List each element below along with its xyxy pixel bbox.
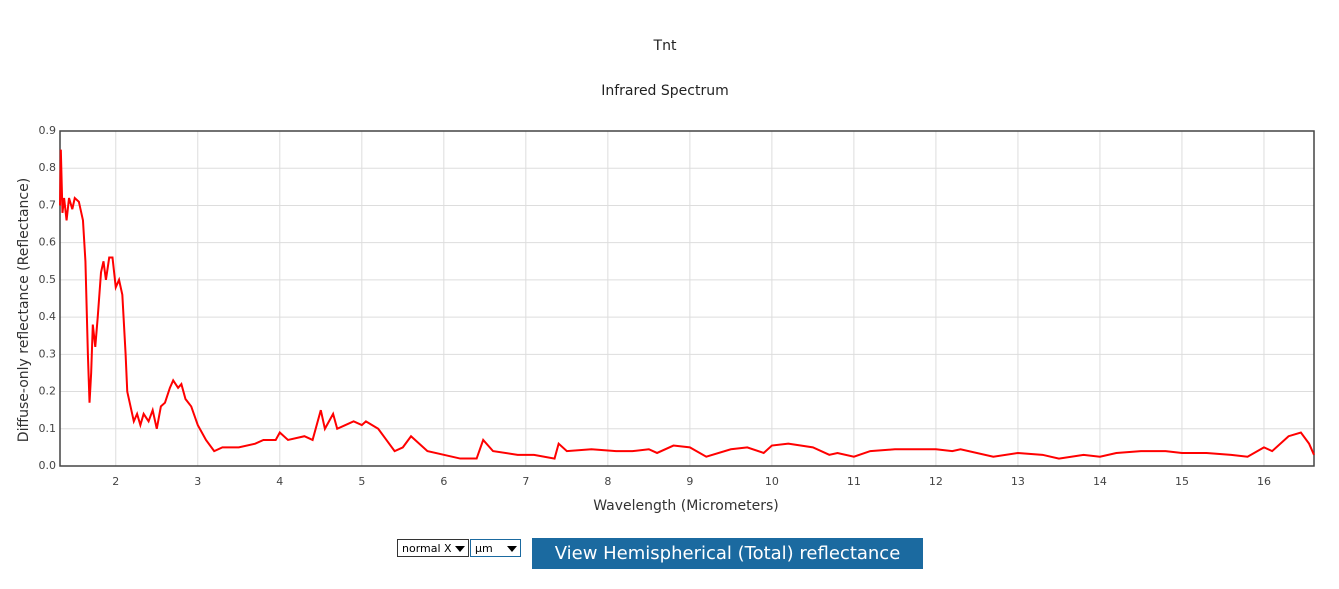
y-tick-label: 0.8 bbox=[39, 161, 57, 174]
hemispherical-button[interactable]: View Hemispherical (Total) reflectance bbox=[532, 538, 923, 569]
x-tick-label: 8 bbox=[604, 475, 611, 488]
y-tick-label: 0.4 bbox=[39, 310, 57, 323]
spectrum-line bbox=[59, 149, 1315, 460]
unit-select[interactable]: µm bbox=[470, 539, 521, 557]
x-tick-label: 9 bbox=[686, 475, 693, 488]
y-tick-label: 0.1 bbox=[39, 422, 57, 435]
unit-text: µm bbox=[475, 542, 493, 555]
x-tick-label: 5 bbox=[358, 475, 365, 488]
x-tick-label: 7 bbox=[522, 475, 529, 488]
x-mode-select[interactable]: normal X bbox=[397, 539, 469, 557]
y-tick-label: 0.6 bbox=[39, 236, 57, 249]
x-tick-label: 13 bbox=[1011, 475, 1025, 488]
x-tick-label: 15 bbox=[1175, 475, 1189, 488]
y-tick-label: 0.9 bbox=[39, 124, 57, 137]
y-tick-label: 0.3 bbox=[39, 347, 57, 360]
y-tick-label: 0.2 bbox=[39, 385, 57, 398]
x-axis-label: Wavelength (Micrometers) bbox=[593, 498, 779, 514]
x-tick-label: 12 bbox=[929, 475, 943, 488]
x-tick-label: 2 bbox=[112, 475, 119, 488]
caret bbox=[507, 546, 517, 552]
x-tick-label: 10 bbox=[765, 475, 779, 488]
x-tick-label: 14 bbox=[1093, 475, 1107, 488]
x-tick-label: 4 bbox=[276, 475, 283, 488]
y-tick-label: 0.7 bbox=[39, 198, 57, 211]
chart-subtitle: Infrared Spectrum bbox=[601, 83, 729, 99]
x-tick-label: 11 bbox=[847, 475, 861, 488]
caret bbox=[455, 546, 465, 552]
x-mode-text: normal X bbox=[402, 542, 452, 555]
x-tick-label: 3 bbox=[194, 475, 201, 488]
chart-title: Tnt bbox=[653, 38, 677, 54]
chart: Tnt Infrared Spectrum Wavelength (Microm… bbox=[16, 38, 1315, 514]
plot-border bbox=[59, 130, 1315, 467]
y-axis-label: Diffuse-only reflectance (Reflectance) bbox=[16, 178, 32, 442]
y-tick-label: 0.0 bbox=[39, 459, 57, 472]
x-tick-label: 6 bbox=[440, 475, 447, 488]
y-tick-label: 0.5 bbox=[39, 273, 57, 286]
x-tick-label: 16 bbox=[1257, 475, 1271, 488]
